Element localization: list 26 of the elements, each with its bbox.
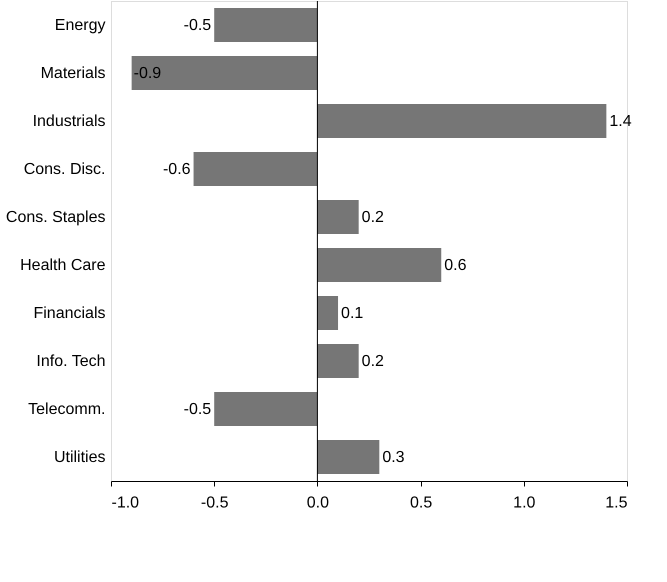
y-tick-label: Energy	[54, 17, 106, 34]
y-tick-label: Health Care	[20, 257, 106, 274]
x-tick-label: -0.5	[200, 494, 229, 512]
data-label: -0.5	[184, 17, 212, 34]
data-label: -0.9	[134, 65, 162, 82]
y-tick-label: Materials	[40, 65, 106, 82]
data-label: 0.2	[362, 353, 384, 370]
data-label: 0.1	[341, 305, 364, 322]
x-tick-label: -1.0	[112, 494, 140, 512]
x-tick-label: 0.5	[410, 494, 432, 512]
y-tick-label: Financials	[33, 305, 106, 322]
y-tick-label: Cons. Disc.	[24, 161, 106, 178]
x-tick-label: 0.0	[306, 494, 330, 512]
y-tick-label: Utilities	[54, 449, 106, 466]
data-label: -0.6	[162, 161, 191, 178]
y-tick-label: Industrials	[32, 113, 106, 130]
data-label: 0.3	[382, 449, 405, 466]
y-tick-label: Info. Tech	[36, 353, 106, 370]
data-label: 1.4	[609, 113, 632, 130]
y-tick-label: Cons. Staples	[6, 209, 106, 226]
x-tick-label: 1.0	[513, 494, 536, 512]
y-tick-label: Telecomm.	[28, 401, 106, 418]
data-label: -0.5	[184, 401, 212, 418]
data-label: 0.2	[362, 209, 384, 226]
x-tick-label: 1.5	[605, 494, 628, 512]
data-label: 0.6	[444, 257, 467, 274]
